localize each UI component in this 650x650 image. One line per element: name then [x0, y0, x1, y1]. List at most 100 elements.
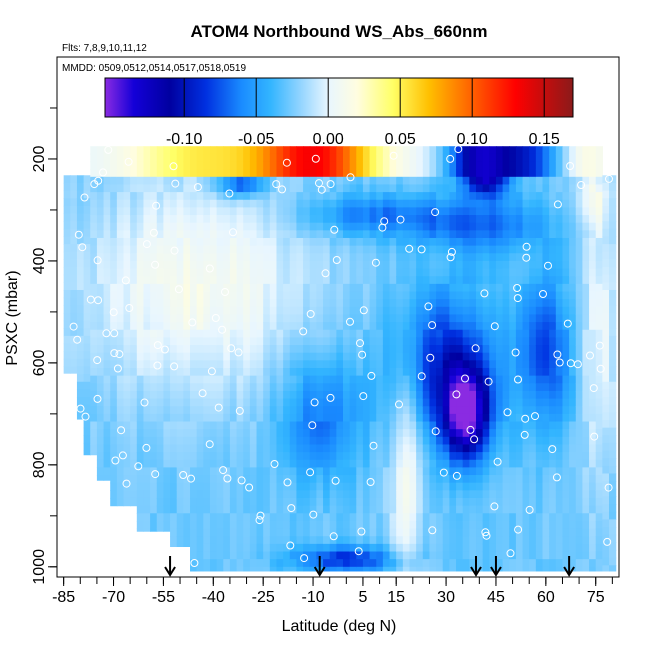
heat-cell: [170, 314, 178, 323]
heat-cell: [236, 467, 244, 476]
heat-cell: [542, 260, 550, 270]
heat-cell: [575, 436, 584, 446]
heat-cell: [136, 192, 145, 201]
heat-cell: [535, 192, 544, 201]
heat-cell: [229, 429, 238, 438]
heat-cell: [143, 383, 151, 392]
heat-cell: [323, 268, 331, 277]
heat-cell: [203, 207, 211, 216]
heat-cell: [323, 291, 331, 300]
heat-cell: [442, 398, 450, 407]
heat-cell: [509, 146, 517, 155]
heat-cell: [542, 345, 550, 354]
heat-cell: [442, 444, 450, 453]
heat-cell: [602, 488, 610, 498]
sample-points: [69, 145, 613, 567]
heat-cell: [382, 322, 391, 331]
heat-cell: [449, 192, 457, 201]
heat-cell: [362, 413, 371, 423]
sample-point: [452, 390, 461, 399]
heat-cell: [249, 352, 258, 361]
heat-cell: [70, 244, 78, 253]
heat-cell: [462, 383, 470, 392]
heat-cell: [236, 245, 244, 254]
heat-cell: [183, 184, 191, 193]
heat-cell: [196, 536, 204, 545]
heat-cell: [535, 497, 544, 507]
heat-cell: [602, 328, 610, 337]
heat-cell: [256, 260, 264, 270]
heat-cell: [595, 513, 603, 522]
heat-cell: [190, 490, 198, 499]
heat-cell: [209, 253, 218, 262]
heat-cell: [515, 436, 524, 446]
heat-cell: [469, 222, 477, 231]
heat-cell: [362, 268, 371, 277]
heat-cell: [323, 467, 331, 476]
heat-cell: [209, 268, 218, 277]
heat-cell: [442, 345, 450, 354]
heat-cell: [303, 215, 311, 224]
heat-cell: [382, 452, 391, 461]
heat-cell: [489, 559, 497, 568]
heat-cell: [249, 253, 258, 262]
heat-cell: [229, 375, 238, 384]
heat-cell: [223, 528, 231, 537]
sample-point: [605, 174, 613, 183]
heat-cell: [396, 566, 404, 572]
heat-cell: [602, 312, 610, 322]
heat-cell: [362, 559, 371, 568]
heat-cell: [456, 199, 464, 208]
heat-cell: [349, 536, 357, 545]
heat-cell: [462, 536, 470, 545]
heat-cell: [70, 320, 78, 329]
heat-cell: [249, 291, 258, 300]
heat-cell: [422, 222, 431, 231]
heat-cell: [589, 306, 597, 316]
heat-cell: [356, 253, 364, 262]
heat-cell: [449, 283, 457, 293]
heat-cell: [529, 490, 537, 499]
heat-cell: [309, 490, 317, 499]
heat-cell: [542, 306, 550, 316]
heat-cell: [522, 222, 530, 231]
heat-cell: [469, 268, 477, 277]
heat-cell: [276, 505, 284, 514]
heat-cell: [502, 482, 510, 491]
heat-cell: [176, 222, 184, 231]
heat-cell: [63, 205, 71, 215]
heat-cell: [329, 192, 337, 201]
heat-cell: [549, 536, 557, 545]
heat-cell: [589, 352, 597, 361]
heat-cell: [236, 352, 244, 361]
heat-cell: [429, 543, 437, 553]
heat-cell: [529, 245, 537, 254]
heat-cell: [336, 215, 344, 224]
heat-cell: [369, 513, 377, 522]
heat-cell: [243, 291, 251, 300]
heat-cell: [429, 329, 437, 338]
heat-cell: [535, 467, 544, 476]
heat-cell: [236, 260, 244, 270]
heat-cell: [436, 192, 444, 201]
heat-cell: [462, 413, 470, 423]
heat-cell: [535, 322, 544, 331]
heat-cell: [103, 452, 111, 461]
heat-cell: [176, 306, 184, 316]
heat-cell: [442, 497, 450, 507]
heat-cell: [276, 421, 284, 430]
heat-cell: [249, 169, 258, 178]
heat-cell: [476, 551, 484, 560]
heat-cell: [449, 566, 457, 572]
heat-cell: [555, 161, 564, 170]
heat-cell: [176, 536, 184, 545]
heat-cell: [342, 268, 351, 277]
heat-cell: [176, 299, 184, 308]
heat-cell: [229, 299, 238, 308]
heat-cell: [349, 283, 357, 293]
sample-point: [198, 389, 207, 398]
heat-cell: [416, 207, 424, 216]
heat-cell: [575, 337, 584, 346]
heat-cell: [522, 543, 530, 553]
heat-cell: [283, 482, 291, 491]
